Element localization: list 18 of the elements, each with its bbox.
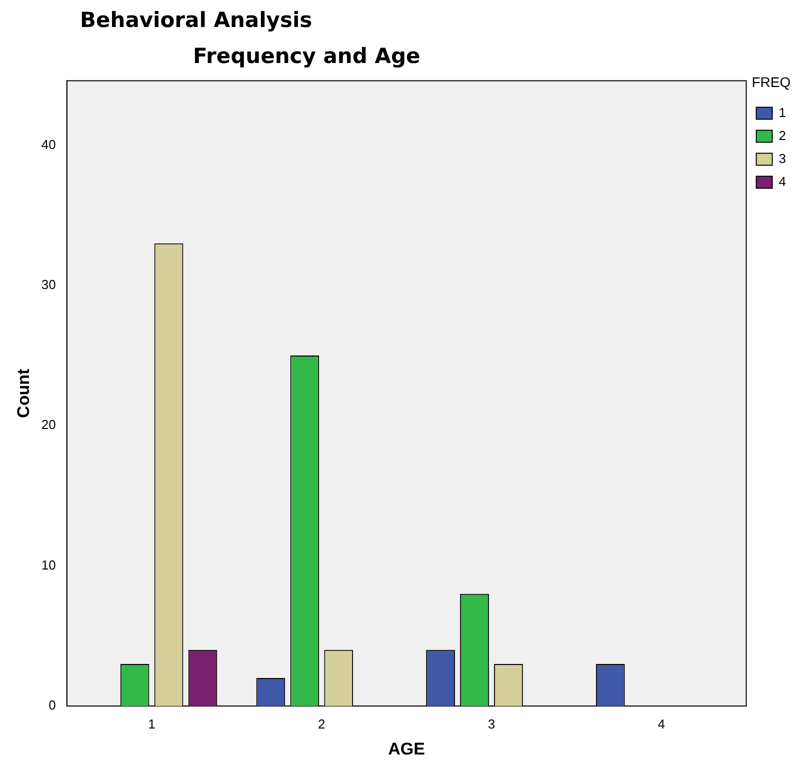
x-tick-label: 4 [658,716,665,732]
chart-subtitle: Frequency and Age [193,44,420,68]
legend-label: 3 [778,150,786,166]
y-tick-label: 20 [41,417,56,432]
y-tick-label: 0 [48,698,56,713]
y-tick-label: 40 [41,136,56,152]
y-tick-label: 10 [41,557,56,572]
y-axis-title: Count [14,368,33,418]
x-axis-title: AGE [388,739,425,758]
y-tick-label: 30 [41,277,56,292]
chart-title: Behavioral Analysis [80,8,312,32]
legend-label: 2 [778,128,786,143]
x-tick-label: 1 [148,716,156,732]
legend-title: FREQ [752,74,791,90]
x-tick-label: 3 [488,716,496,732]
legend-label: 4 [778,174,786,189]
legend-label: 1 [778,104,786,120]
x-tick-label: 2 [318,716,326,732]
